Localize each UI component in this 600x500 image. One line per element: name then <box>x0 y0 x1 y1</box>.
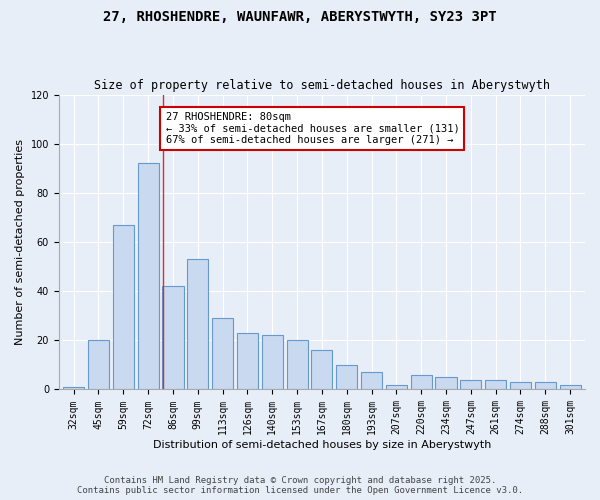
Bar <box>510 382 531 390</box>
Bar <box>410 374 432 390</box>
Bar <box>386 384 407 390</box>
Bar <box>187 259 208 390</box>
Bar <box>436 377 457 390</box>
Bar <box>336 365 357 390</box>
Bar <box>560 384 581 390</box>
Bar <box>137 164 158 390</box>
Bar <box>287 340 308 390</box>
Bar <box>163 286 184 390</box>
Bar <box>311 350 332 390</box>
Text: Contains HM Land Registry data © Crown copyright and database right 2025.
Contai: Contains HM Land Registry data © Crown c… <box>77 476 523 495</box>
Y-axis label: Number of semi-detached properties: Number of semi-detached properties <box>15 139 25 345</box>
Bar <box>88 340 109 390</box>
Text: 27 RHOSHENDRE: 80sqm
← 33% of semi-detached houses are smaller (131)
67% of semi: 27 RHOSHENDRE: 80sqm ← 33% of semi-detac… <box>166 112 459 145</box>
X-axis label: Distribution of semi-detached houses by size in Aberystwyth: Distribution of semi-detached houses by … <box>153 440 491 450</box>
Bar <box>63 387 84 390</box>
Bar <box>237 333 258 390</box>
Bar <box>485 380 506 390</box>
Bar <box>212 318 233 390</box>
Bar <box>460 380 481 390</box>
Bar <box>262 336 283 390</box>
Bar <box>361 372 382 390</box>
Bar <box>535 382 556 390</box>
Bar <box>113 225 134 390</box>
Title: Size of property relative to semi-detached houses in Aberystwyth: Size of property relative to semi-detach… <box>94 79 550 92</box>
Text: 27, RHOSHENDRE, WAUNFAWR, ABERYSTWYTH, SY23 3PT: 27, RHOSHENDRE, WAUNFAWR, ABERYSTWYTH, S… <box>103 10 497 24</box>
